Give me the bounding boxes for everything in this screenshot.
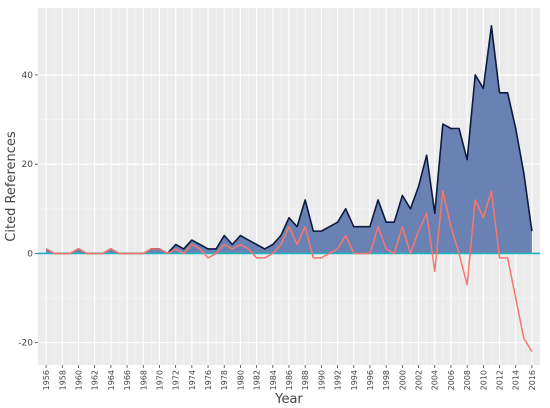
x-tick-label: 1984 [269, 370, 278, 390]
x-tick-label: 1980 [236, 370, 245, 390]
y-tick-label: -20 [18, 339, 33, 349]
x-tick-label: 1968 [139, 370, 148, 390]
x-axis-ticks: 1956 1958 1960 1962 1964 1966 1968 1970 1972 1974… [42, 365, 537, 390]
y-axis-title: Cited References [4, 131, 19, 242]
x-tick-label: 1956 [42, 370, 51, 390]
x-tick-label: 1964 [107, 370, 116, 390]
x-tick-label: 1966 [123, 370, 132, 390]
x-tick-label: 1958 [58, 370, 67, 390]
x-tick-label: 1988 [301, 370, 310, 390]
x-tick-label: 2004 [431, 370, 440, 390]
y-tick-label: 40 [22, 71, 34, 81]
x-tick-label: 1982 [253, 370, 262, 390]
x-axis-title: Year [274, 392, 303, 407]
x-tick-label: 1970 [155, 370, 164, 390]
x-tick-label: 2014 [512, 370, 521, 390]
x-tick-label: 1986 [285, 370, 294, 390]
x-tick-label: 2012 [496, 370, 505, 390]
y-axis-ticks: -20 0 20 40 [18, 71, 38, 349]
x-tick-label: 1974 [188, 370, 197, 390]
x-tick-label: 1990 [317, 370, 326, 390]
x-tick-label: 1960 [74, 370, 83, 390]
x-tick-label: 2010 [479, 370, 488, 390]
x-tick-label: 1994 [350, 370, 359, 390]
x-tick-label: 2008 [463, 370, 472, 390]
x-tick-label: 2006 [447, 370, 456, 390]
x-tick-label: 2002 [415, 370, 424, 390]
x-tick-label: 1992 [334, 370, 343, 390]
grid-minor [37, 8, 541, 365]
x-tick-label: 1998 [382, 370, 391, 390]
x-tick-label: 1996 [366, 370, 375, 390]
difference-line [45, 190, 533, 352]
x-tick-label: 1976 [204, 370, 213, 390]
x-tick-label: 1972 [172, 370, 181, 390]
y-tick-label: 0 [27, 249, 33, 259]
x-tick-label: 1978 [220, 370, 229, 390]
x-tick-label: 2000 [398, 370, 407, 390]
x-tick-label: 1962 [91, 370, 100, 390]
x-tick-label: 2016 [528, 370, 537, 390]
cited-area-fill [46, 25, 532, 254]
y-tick-label: 20 [22, 160, 34, 170]
